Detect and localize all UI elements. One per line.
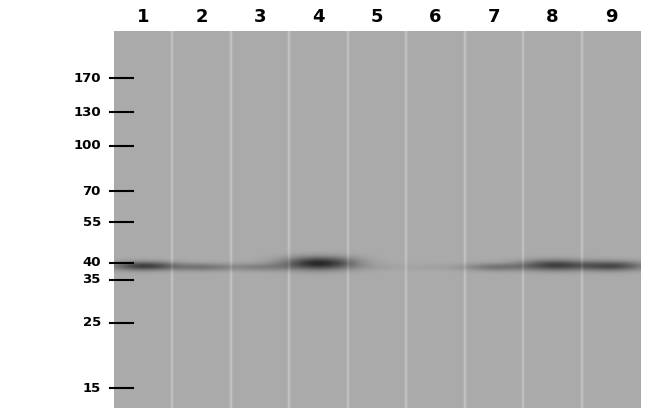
- Text: 170: 170: [73, 71, 101, 84]
- Text: 55: 55: [83, 216, 101, 229]
- Text: 5: 5: [370, 8, 383, 26]
- Text: 35: 35: [83, 273, 101, 286]
- Text: 4: 4: [312, 8, 325, 26]
- Text: 7: 7: [488, 8, 500, 26]
- Text: 3: 3: [254, 8, 266, 26]
- Text: 2: 2: [195, 8, 208, 26]
- Text: 100: 100: [73, 139, 101, 152]
- Text: 25: 25: [83, 316, 101, 329]
- Text: 6: 6: [429, 8, 442, 26]
- Text: 70: 70: [83, 185, 101, 198]
- Text: 9: 9: [604, 8, 617, 26]
- Text: 40: 40: [83, 256, 101, 269]
- Text: 130: 130: [73, 106, 101, 119]
- Text: 1: 1: [136, 8, 150, 26]
- Text: 8: 8: [546, 8, 559, 26]
- Text: 15: 15: [83, 382, 101, 395]
